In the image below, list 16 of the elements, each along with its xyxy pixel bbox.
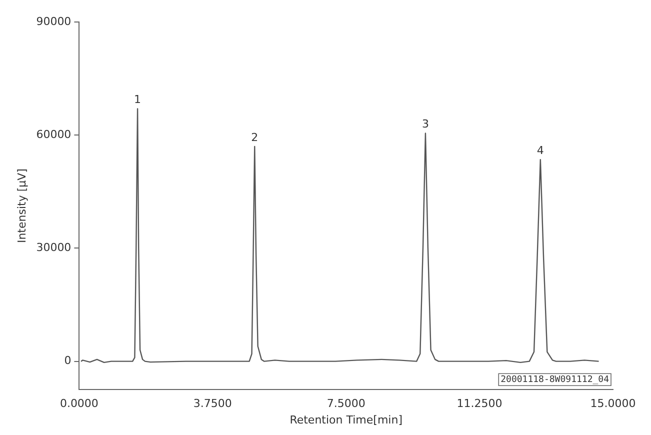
y-tick-label: 90000 (36, 14, 72, 28)
x-tick-label: 11.2500 (456, 397, 502, 410)
annotation: 4 (536, 144, 544, 157)
x-tick-label: 3.7500 (193, 397, 232, 410)
y-tick-label: 60000 (36, 128, 72, 141)
y-tick-label: 30000 (36, 241, 72, 254)
annotation: 1 (134, 93, 142, 106)
annotation: 3 (422, 118, 429, 131)
annotation: 2 (251, 130, 258, 144)
x-tick-label: 15.0000 (590, 397, 636, 410)
x-tick-label: 0.0000 (60, 397, 98, 410)
x-axis-title: Retention Time[min] (290, 413, 402, 426)
annotation: 20001118-8W091112_04 (500, 374, 609, 385)
y-axis-title: Intensity [μV] (15, 168, 28, 244)
y-tick-label: 0 (64, 354, 72, 368)
x-tick-label: 7.5000 (326, 397, 366, 410)
